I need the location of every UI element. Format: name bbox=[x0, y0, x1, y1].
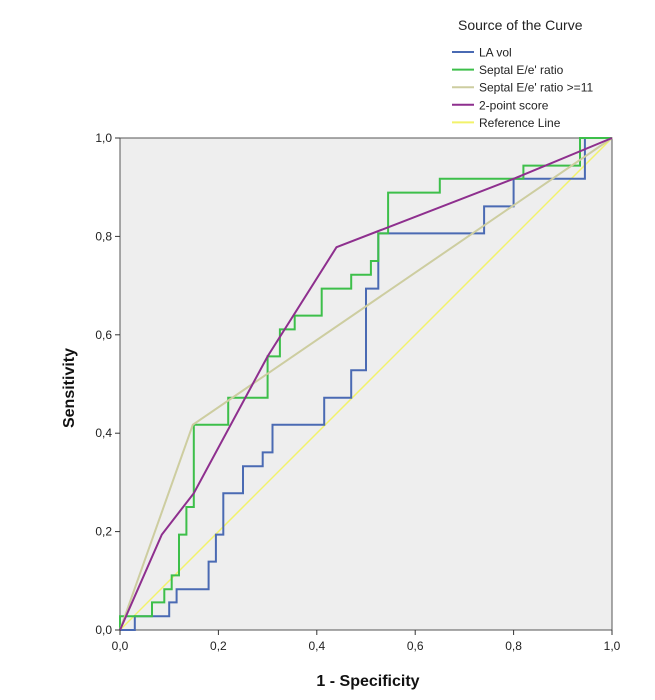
x-tick-label: 0,2 bbox=[210, 639, 227, 653]
x-tick-label: 0,0 bbox=[112, 639, 129, 653]
y-tick-label: 0,2 bbox=[95, 525, 112, 539]
series-layer bbox=[119, 137, 613, 631]
x-tick-label: 0,8 bbox=[505, 639, 522, 653]
series-line-2 bbox=[119, 137, 613, 631]
x-axis-ticks: 0,0 0,2 0,4 0,6 0,8 1,0 bbox=[112, 630, 621, 653]
legend: Source of the Curve LA vol Septal E/e' ra… bbox=[452, 17, 593, 130]
x-tick-label: 0,6 bbox=[407, 639, 424, 653]
x-tick-label: 1,0 bbox=[604, 639, 621, 653]
y-tick-label: 1,0 bbox=[95, 131, 112, 145]
legend-label: Septal E/e' ratio >=11 bbox=[479, 81, 593, 95]
y-axis-label: Sensitivity bbox=[61, 348, 78, 428]
y-tick-label: 0,8 bbox=[95, 229, 112, 243]
y-axis-ticks: 0,0 0,2 0,4 0,6 0,8 1,0 bbox=[95, 131, 120, 637]
y-tick-label: 0,4 bbox=[95, 426, 112, 440]
series-line-4 bbox=[119, 137, 613, 631]
series-line-1 bbox=[119, 137, 612, 630]
legend-label: Reference Line bbox=[479, 116, 561, 130]
x-tick-label: 0,4 bbox=[308, 639, 325, 653]
y-tick-label: 0,0 bbox=[95, 623, 112, 637]
series-line-0 bbox=[120, 137, 612, 631]
y-tick-label: 0,6 bbox=[95, 328, 112, 342]
series-line-3 bbox=[119, 137, 613, 631]
legend-label: Septal E/e' ratio bbox=[479, 63, 564, 77]
legend-label: 2-point score bbox=[479, 98, 549, 112]
x-axis-label: 1 - Specificity bbox=[316, 673, 419, 690]
legend-label: LA vol bbox=[479, 46, 512, 60]
legend-title: Source of the Curve bbox=[458, 17, 583, 33]
legend-items: LA vol Septal E/e' ratio Septal E/e' ratio… bbox=[452, 46, 593, 130]
reference-line-layer bbox=[119, 137, 613, 631]
